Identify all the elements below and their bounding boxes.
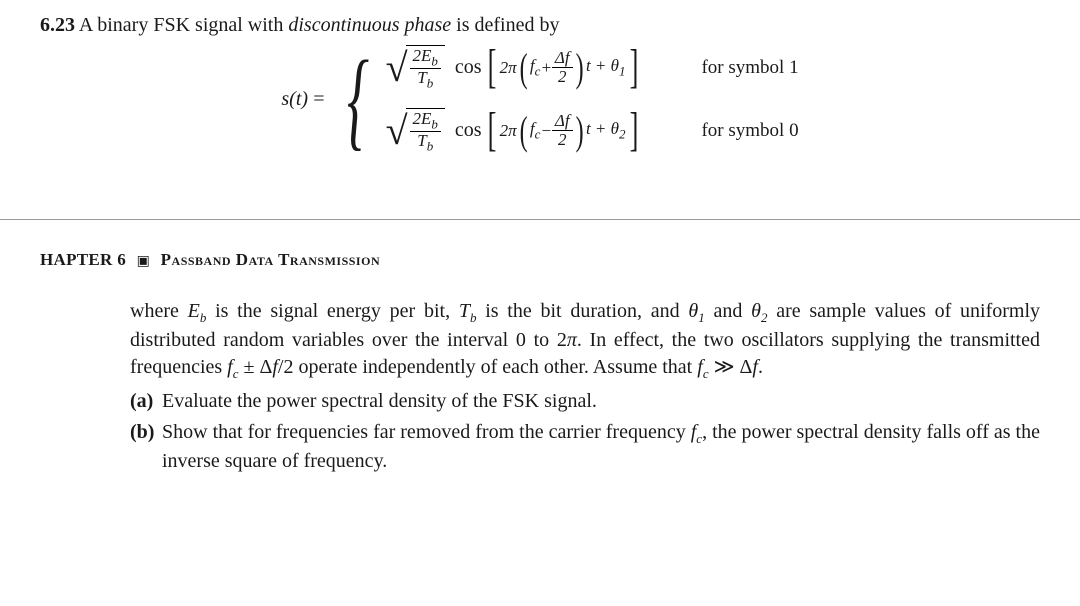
sqrt-icon: √ xyxy=(386,56,408,80)
for-symbol-1: for symbol 1 xyxy=(701,57,798,79)
text-a: Evaluate the power spectral density of t… xyxy=(162,388,1040,415)
chapter-number: HAPTER 6 xyxy=(40,250,126,269)
equation-block: s(t) = { √ 2Eb Tb cos [ xyxy=(40,45,1040,153)
sub-item-a: (a) Evaluate the power spectral density … xyxy=(130,388,1040,415)
brace-icon: { xyxy=(347,54,369,144)
body-text: where Eb is the signal energy per bit, T… xyxy=(130,298,1040,475)
section-divider xyxy=(0,219,1080,220)
problem-statement: 6.23 A binary FSK signal with discontinu… xyxy=(40,14,1040,37)
problem-number: 6.23 xyxy=(40,14,75,37)
sqrt-icon: √ xyxy=(386,119,408,143)
chapter-header: HAPTER 6 ▣ Passband Data Transmission xyxy=(40,250,1040,270)
for-symbol-0: for symbol 0 xyxy=(701,120,798,142)
equation-case-1: √ 2Eb Tb cos [ 2π ( fc + xyxy=(386,45,799,90)
paragraph-main: where Eb is the signal energy per bit, T… xyxy=(130,298,1040,382)
problem-intro-italic: discontinuous phase xyxy=(288,14,451,36)
label-b: (b) xyxy=(130,419,162,475)
chapter-title: Passband Data Transmission xyxy=(161,250,380,269)
chapter-mark-icon: ▣ xyxy=(137,254,151,269)
equation-case-0: √ 2Eb Tb cos [ 2π ( fc − xyxy=(386,108,799,153)
problem-intro-b: is defined by xyxy=(451,14,559,36)
eq-lhs: s(t) = xyxy=(281,88,325,111)
sub-item-b: (b) Show that for frequencies far remove… xyxy=(130,419,1040,475)
problem-intro-a: A binary FSK signal with xyxy=(79,14,288,36)
text-b: Show that for frequencies far removed fr… xyxy=(162,419,1040,475)
label-a: (a) xyxy=(130,388,162,415)
